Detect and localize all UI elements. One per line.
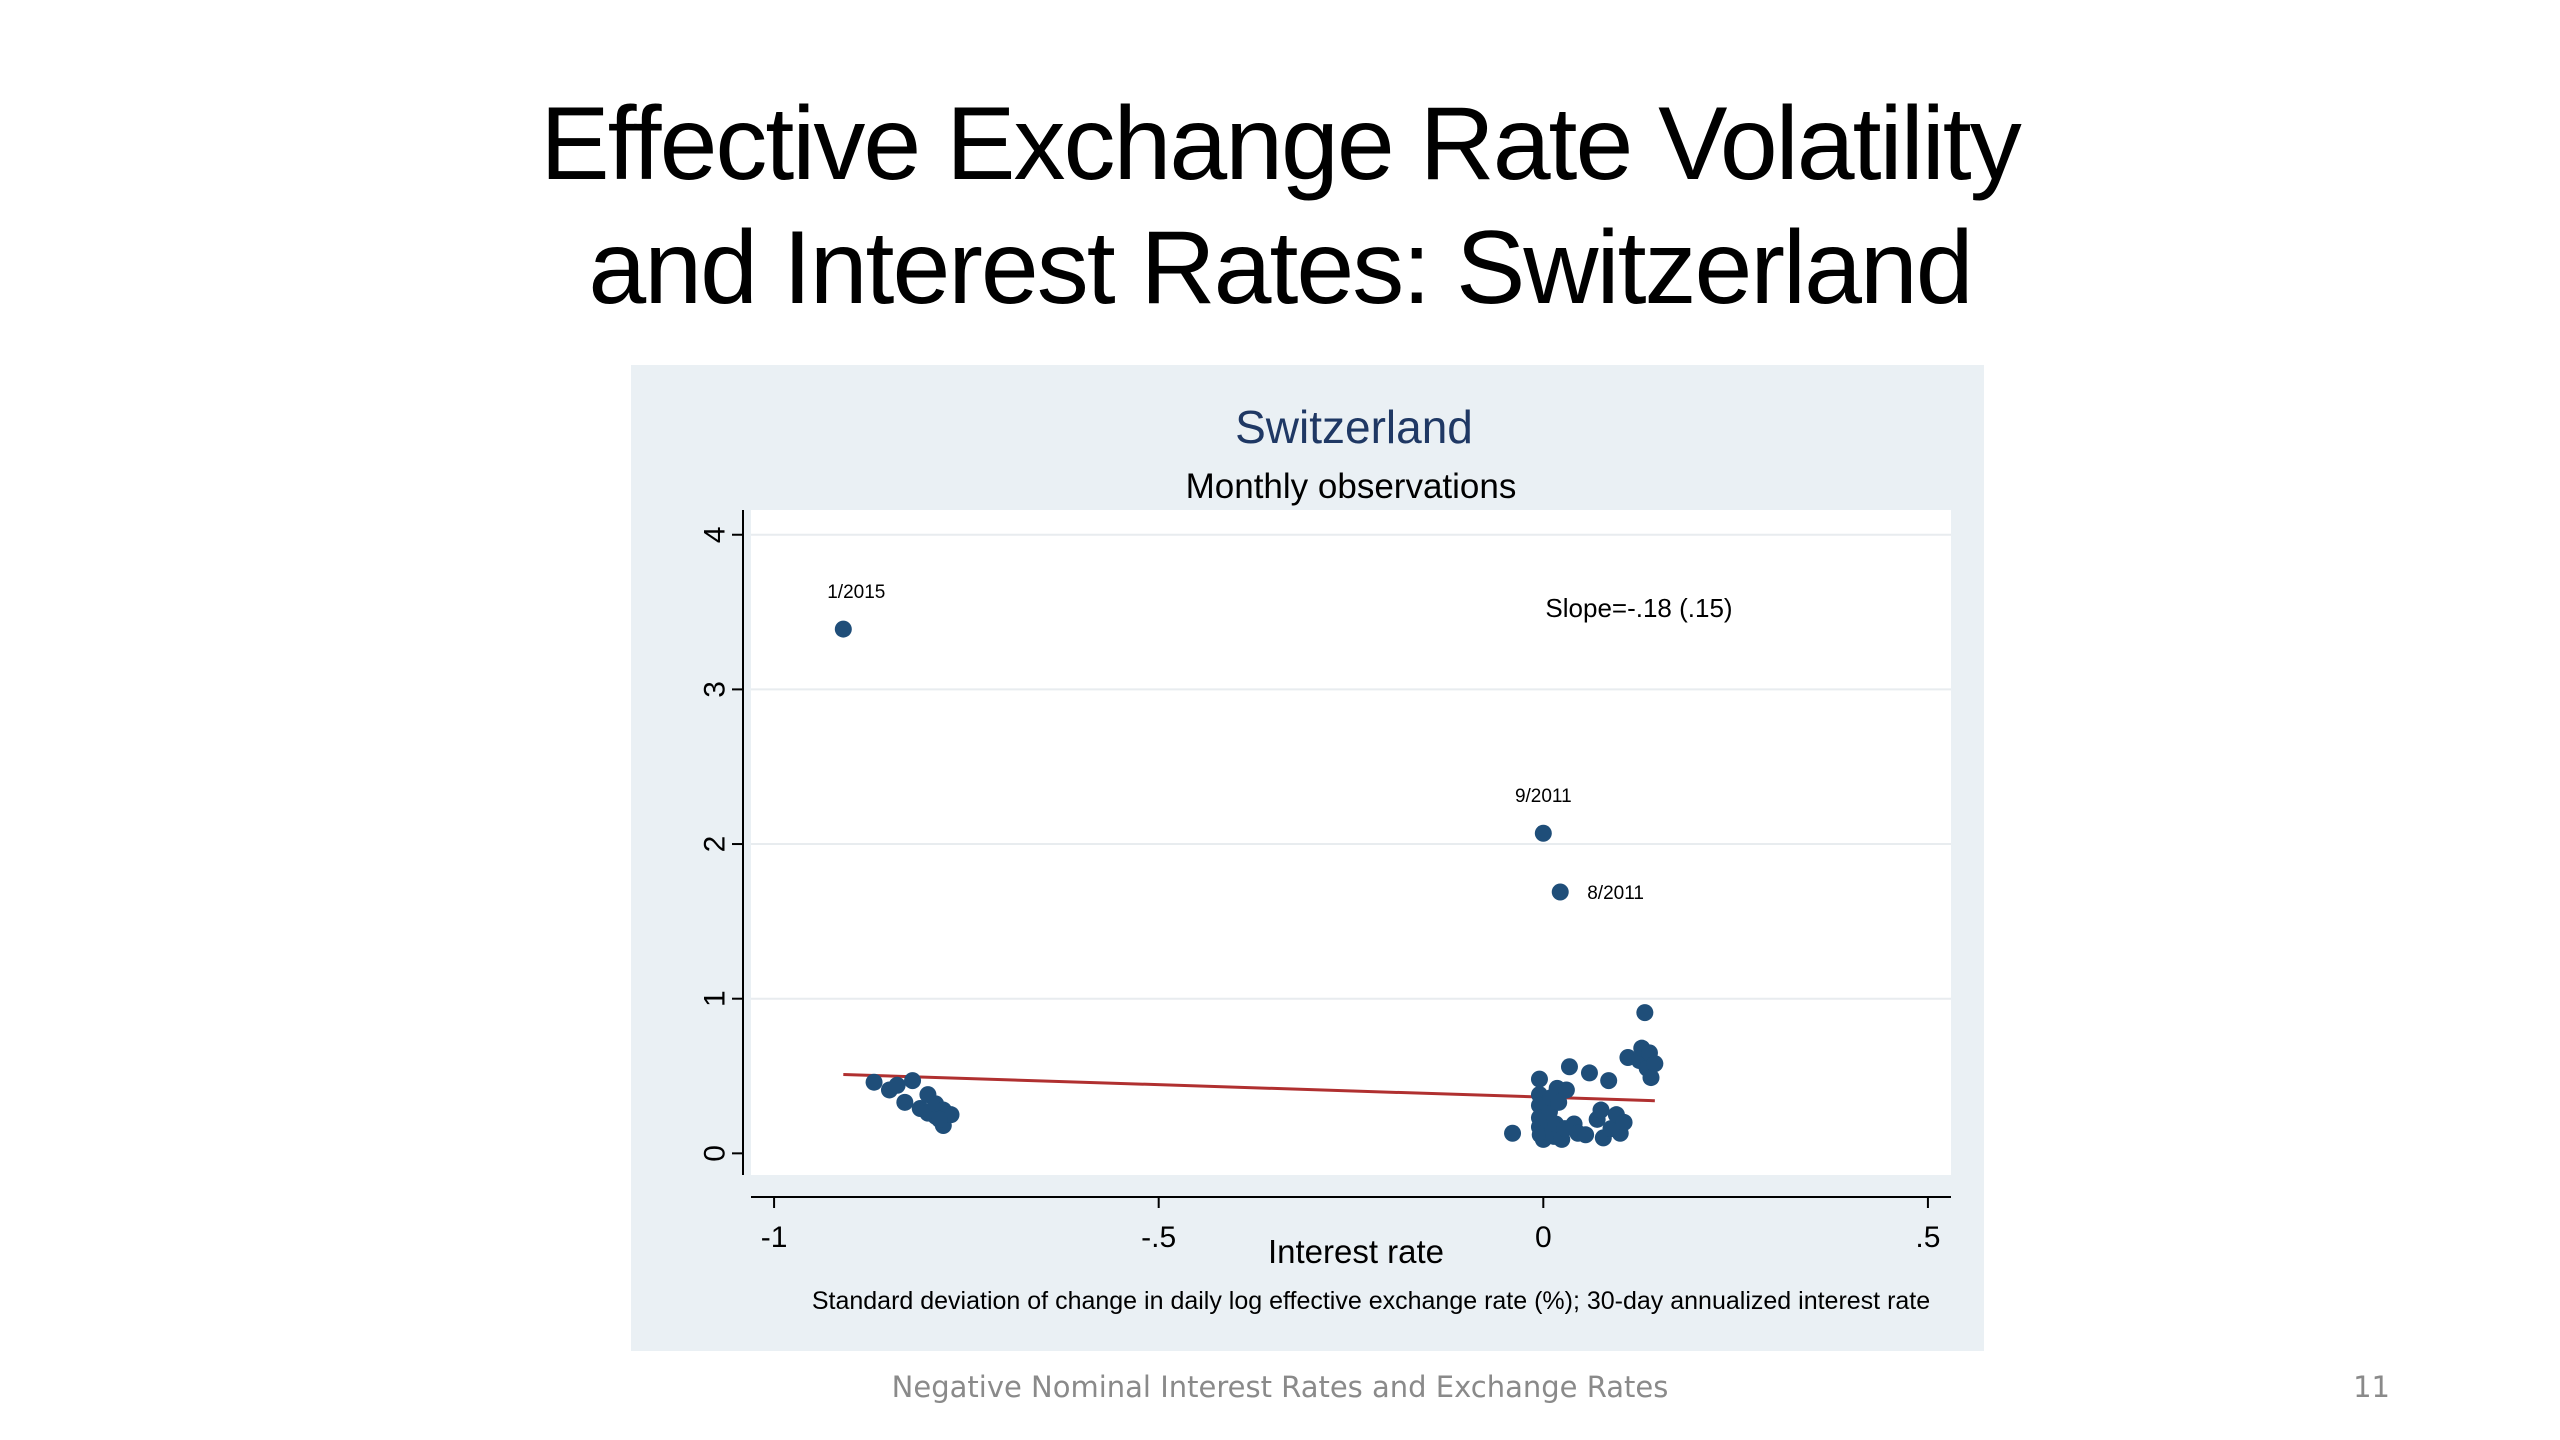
y-tick-label: 2 [699, 836, 732, 853]
data-point [930, 1110, 948, 1128]
data-point [1592, 1101, 1610, 1119]
points-layer [834, 620, 1664, 1148]
y-tick-label: 3 [699, 681, 732, 698]
data-point [888, 1076, 906, 1094]
slide-title-line-2: and Interest Rates: Switzerland [588, 210, 1973, 326]
point-label: 8/2011 [1587, 883, 1644, 904]
slide-title: Effective Exchange Rate Volatility and I… [0, 82, 2560, 330]
plot-area [751, 510, 1951, 1175]
scatter-chart: Switzerland Monthly observations 0 1 2 3 4 -1… [699, 401, 1951, 1315]
page-number: 11 [2353, 1370, 2390, 1404]
x-tick-label: .5 [1915, 1221, 1940, 1254]
chart-figure: Switzerland Monthly observations 0 1 2 3 4 -1… [631, 365, 1984, 1351]
data-point [1551, 883, 1569, 901]
x-tick-label: -1 [761, 1221, 788, 1254]
data-point [865, 1073, 883, 1091]
data-point [1636, 1004, 1654, 1022]
x-tick-label: -.5 [1141, 1221, 1176, 1254]
y-tick-label: 0 [699, 1145, 732, 1162]
y-tick-label: 4 [699, 526, 732, 543]
axes: 0 1 2 3 4 -1 -.5 0 .5 [699, 510, 1951, 1254]
fit-line-layer [843, 1072, 1655, 1103]
data-point [1580, 1064, 1598, 1082]
gridlines [751, 533, 1951, 1000]
x-tick-label: 0 [1535, 1221, 1552, 1254]
point-label: 1/2015 [827, 582, 885, 603]
slide-title-line-1: Effective Exchange Rate Volatility [540, 86, 2021, 202]
slope-annotation: Slope=-.18 (.15) [1545, 593, 1732, 623]
data-point [1642, 1069, 1660, 1087]
fit-line [843, 1072, 1655, 1103]
labels-layer: 1/2015 9/2011 8/2011 [827, 582, 1644, 904]
data-point [1550, 1093, 1568, 1111]
data-point [1557, 1081, 1575, 1099]
data-point [1530, 1070, 1548, 1088]
point-label: 9/2011 [1515, 786, 1572, 807]
data-point [1577, 1126, 1595, 1144]
chart-title: Switzerland [1235, 401, 1473, 453]
slide-footer: Negative Nominal Interest Rates and Exch… [891, 1370, 1669, 1404]
chart-subtitle: Monthly observations [1186, 467, 1517, 506]
data-point [834, 620, 852, 638]
data-point [904, 1072, 922, 1090]
data-point [1600, 1072, 1618, 1090]
data-point [1560, 1058, 1578, 1076]
y-tick-label: 1 [699, 990, 732, 1007]
data-point [1615, 1113, 1633, 1131]
x-axis-label: Interest rate [1268, 1233, 1444, 1270]
data-point [1646, 1055, 1664, 1073]
chart-note: Standard deviation of change in daily lo… [812, 1287, 1930, 1315]
data-point [1534, 824, 1552, 842]
data-point [1504, 1124, 1522, 1142]
data-point [896, 1093, 914, 1111]
